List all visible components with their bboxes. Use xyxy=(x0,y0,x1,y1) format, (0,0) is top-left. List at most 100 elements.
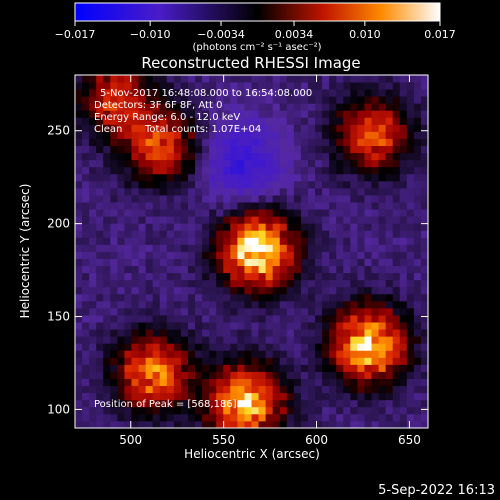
heatmap-pixel xyxy=(272,293,281,302)
heatmap-pixel xyxy=(406,300,415,309)
heatmap-pixel xyxy=(195,315,203,323)
heatmap-pixel xyxy=(110,357,118,365)
heatmap-pixel xyxy=(75,265,83,274)
heatmap-pixel xyxy=(392,103,401,111)
heatmap-pixel xyxy=(307,131,316,139)
heatmap-pixel xyxy=(180,322,189,330)
heatmap-pixel xyxy=(237,145,245,154)
heatmap-pixel xyxy=(300,371,309,379)
heatmap-pixel xyxy=(315,195,323,203)
heatmap-pixel xyxy=(251,385,259,394)
heatmap-pixel xyxy=(279,209,288,217)
heatmap-pixel xyxy=(322,251,330,259)
heatmap-pixel xyxy=(279,166,288,175)
heatmap-pixel xyxy=(322,209,330,217)
heatmap-pixel xyxy=(216,413,224,422)
heatmap-pixel xyxy=(371,237,379,245)
heatmap-pixel xyxy=(223,173,231,182)
heatmap-pixel xyxy=(272,110,281,118)
heatmap-pixel xyxy=(103,364,111,372)
heatmap-pixel xyxy=(82,103,90,111)
heatmap-pixel xyxy=(244,371,252,379)
heatmap-pixel xyxy=(124,223,132,231)
heatmap-pixel xyxy=(195,336,203,344)
heatmap-pixel xyxy=(159,406,168,415)
heatmap-pixel xyxy=(378,223,387,231)
heatmap-pixel xyxy=(307,385,316,394)
heatmap-pixel xyxy=(251,131,259,139)
heatmap-pixel xyxy=(223,343,231,351)
heatmap-pixel xyxy=(258,173,267,182)
heatmap-pixel xyxy=(89,75,97,83)
heatmap-pixel xyxy=(223,103,231,111)
heatmap-pixel xyxy=(173,413,182,422)
heatmap-pixel xyxy=(406,343,415,351)
heatmap-pixel xyxy=(385,131,394,139)
heatmap-pixel xyxy=(300,216,309,224)
heatmap-pixel xyxy=(258,279,267,288)
heatmap-pixel xyxy=(399,195,408,203)
heatmap-pixel xyxy=(399,357,408,365)
heatmap-pixel xyxy=(103,322,111,330)
heatmap-pixel xyxy=(237,124,245,132)
heatmap-pixel xyxy=(124,180,132,189)
heatmap-pixel xyxy=(173,145,182,154)
heatmap-pixel xyxy=(96,230,104,238)
heatmap-pixel xyxy=(166,329,175,337)
heatmap-pixel xyxy=(364,420,372,428)
heatmap-pixel xyxy=(145,82,154,90)
heatmap-pixel xyxy=(286,152,295,161)
heatmap-pixel xyxy=(75,195,83,203)
heatmap-pixel xyxy=(89,420,97,428)
heatmap-pixel xyxy=(286,75,295,83)
heatmap-pixel xyxy=(82,378,90,387)
heatmap-pixel xyxy=(336,195,344,203)
heatmap-pixel xyxy=(392,223,401,231)
heatmap-pixel xyxy=(315,180,323,189)
heatmap-pixel xyxy=(244,322,252,330)
heatmap-pixel xyxy=(420,75,428,83)
heatmap-pixel xyxy=(315,406,323,415)
heatmap-pixel xyxy=(124,364,132,372)
heatmap-pixel xyxy=(329,244,337,252)
heatmap-pixel xyxy=(237,244,245,252)
heatmap-pixel xyxy=(385,420,394,428)
heatmap-pixel xyxy=(124,413,132,422)
heatmap-pixel xyxy=(131,265,139,274)
heatmap-pixel xyxy=(103,82,111,90)
heatmap-pixel xyxy=(286,216,295,224)
heatmap-pixel xyxy=(173,307,182,316)
heatmap-pixel xyxy=(272,209,281,217)
heatmap-pixel xyxy=(315,343,323,351)
heatmap-pixel xyxy=(343,293,351,302)
heatmap-pixel xyxy=(265,152,274,161)
heatmap-pixel xyxy=(420,343,428,351)
heatmap-pixel xyxy=(385,96,394,104)
heatmap-pixel xyxy=(371,131,379,139)
heatmap-pixel xyxy=(89,329,97,337)
heatmap-pixel xyxy=(110,293,118,302)
heatmap-pixel xyxy=(286,166,295,175)
heatmap-pixel xyxy=(131,166,139,175)
heatmap-pixel xyxy=(307,237,316,245)
heatmap-pixel xyxy=(131,145,139,154)
heatmap-pixel xyxy=(244,406,252,415)
heatmap-pixel xyxy=(209,272,217,281)
heatmap-pixel xyxy=(258,336,267,344)
heatmap-pixel xyxy=(406,82,415,90)
heatmap-pixel xyxy=(392,244,401,252)
heatmap-pixel xyxy=(202,159,210,168)
heatmap-pixel xyxy=(364,117,372,125)
heatmap-pixel xyxy=(293,265,302,274)
heatmap-pixel xyxy=(195,392,203,401)
heatmap-pixel xyxy=(173,385,182,394)
heatmap-pixel xyxy=(279,110,288,118)
heatmap-pixel xyxy=(166,378,175,387)
heatmap-pixel xyxy=(82,75,90,83)
heatmap-pixel xyxy=(357,385,365,394)
heatmap-pixel xyxy=(350,124,358,132)
heatmap-pixel xyxy=(300,230,309,238)
heatmap-pixel xyxy=(392,293,401,302)
heatmap-pixel xyxy=(96,202,104,210)
heatmap-pixel xyxy=(279,117,288,125)
